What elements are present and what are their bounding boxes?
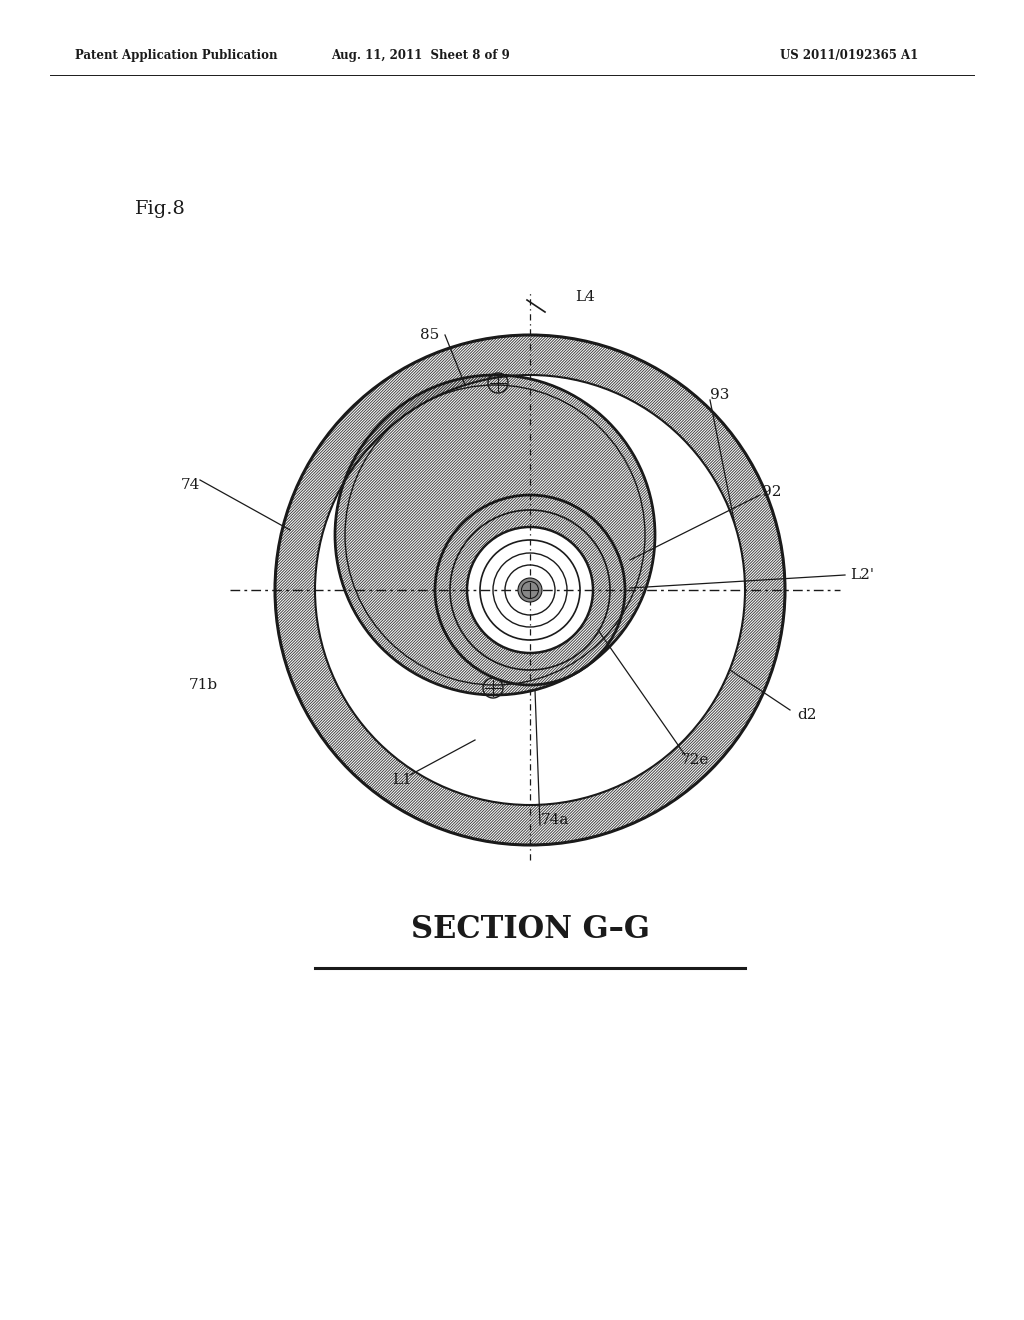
Text: d2: d2 (797, 708, 816, 722)
Text: SECTION G–G: SECTION G–G (411, 915, 649, 945)
Text: 93: 93 (711, 388, 730, 403)
Text: L1: L1 (392, 774, 412, 787)
Text: 71b: 71b (188, 678, 217, 692)
Text: L2': L2' (850, 568, 874, 582)
Circle shape (518, 578, 542, 602)
Text: Aug. 11, 2011  Sheet 8 of 9: Aug. 11, 2011 Sheet 8 of 9 (331, 49, 509, 62)
Text: L4: L4 (575, 290, 595, 304)
Text: 74a: 74a (541, 813, 569, 828)
Text: Fig.8: Fig.8 (135, 201, 186, 218)
Text: 72e: 72e (681, 752, 710, 767)
Text: 74: 74 (180, 478, 200, 492)
Text: Patent Application Publication: Patent Application Publication (75, 49, 278, 62)
Text: US 2011/0192365 A1: US 2011/0192365 A1 (780, 49, 919, 62)
Text: 92: 92 (762, 484, 781, 499)
Text: 85: 85 (421, 327, 439, 342)
